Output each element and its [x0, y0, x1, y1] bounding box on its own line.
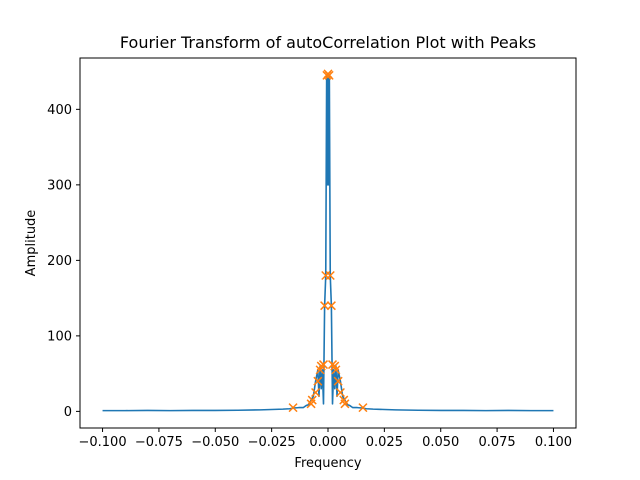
x-tick-label: −0.025	[248, 435, 296, 450]
x-tick-label: 0.050	[422, 435, 459, 450]
series-line	[102, 73, 554, 412]
x-tick-label: 0.075	[478, 435, 515, 450]
peak-marker	[333, 376, 343, 386]
y-tick-label: 0	[64, 405, 72, 420]
peak-marker	[326, 301, 336, 311]
x-tick-label: 0.000	[309, 435, 346, 450]
peak-marker	[358, 403, 368, 413]
peak-marker	[311, 387, 321, 398]
plot-area	[102, 69, 554, 413]
peak-marker	[313, 376, 323, 386]
peak-marker	[318, 360, 329, 370]
x-axis-ticks: −0.100 −0.075 −0.050 −0.025 0.000 0.025 0.050 0…	[78, 428, 572, 450]
series-layer	[102, 69, 554, 413]
x-axis-title: Frequency	[294, 456, 361, 471]
peak-marker	[324, 70, 334, 80]
y-tick-label: 200	[47, 254, 72, 269]
peak-marker	[325, 270, 335, 280]
y-tick-label: 400	[47, 103, 72, 118]
x-tick-label: −0.100	[78, 435, 126, 450]
y-tick-label: 300	[47, 178, 72, 193]
x-tick-label: 0.025	[366, 435, 403, 450]
peak-marker	[335, 387, 345, 398]
x-tick-label: −0.050	[191, 435, 239, 450]
peak-marker	[307, 395, 317, 405]
y-tick-label: 100	[47, 329, 72, 344]
x-tick-label: 0.100	[535, 435, 572, 450]
peak-marker	[331, 365, 341, 375]
peak-marker	[320, 301, 330, 311]
y-axis-ticks: 0 100 200 300 400	[47, 103, 80, 420]
peak-marker	[288, 403, 298, 413]
x-tick-label: −0.075	[135, 435, 183, 450]
peak-marker	[340, 399, 350, 409]
y-axis-title: Amplitude	[24, 210, 39, 277]
chart-title: Fourier Transform of autoCorrelation Plo…	[120, 33, 536, 52]
